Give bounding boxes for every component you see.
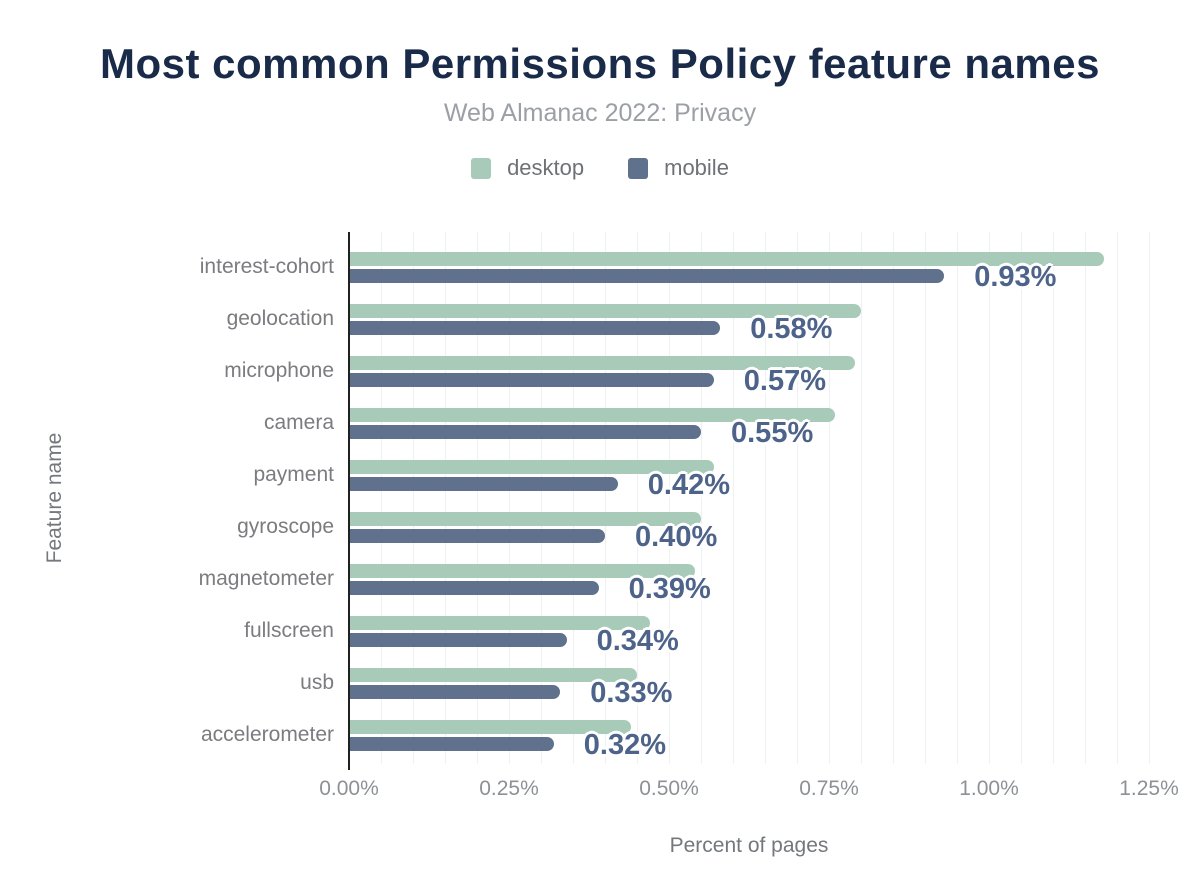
bar-desktop-geolocation[interactable] [349,304,861,318]
category-label: camera [263,411,334,434]
value-label: 0.40% [635,521,718,553]
category-label: interest-cohort [199,255,334,278]
gridline [509,232,510,764]
bar-row: 0.58% [349,293,1149,345]
gridline [733,232,734,764]
bar-desktop-payment[interactable] [349,460,714,474]
gridline [765,232,766,764]
x-axis-title: Percent of pages [669,834,829,857]
gridline [957,232,958,764]
bar-mobile-gyroscope[interactable] [349,529,605,543]
gridline [637,232,638,764]
bar-mobile-accelerometer[interactable] [349,737,554,751]
bar-desktop-camera[interactable] [349,408,836,422]
bar-mobile-payment[interactable] [349,477,618,491]
bar-mobile-microphone[interactable] [349,373,714,387]
gridline [829,232,830,764]
gridline [669,232,670,764]
legend-item-mobile: mobile [628,155,729,181]
gridline [541,232,542,764]
bar-desktop-magnetometer[interactable] [349,564,695,578]
bar-desktop-interest-cohort[interactable] [349,252,1105,266]
legend-label-mobile: mobile [664,155,729,180]
gridline [1021,232,1022,764]
value-label: 0.34% [596,625,679,657]
chart-title: Most common Permissions Policy feature n… [100,40,1100,87]
gridline [573,232,574,764]
gridline [1053,232,1054,764]
gridline [797,232,798,764]
x-tick-label: 0.50% [639,777,699,800]
gridline [1085,232,1086,764]
plot-area: 0.93% 0.58% 0.57% 0.55% 0.42% 0.40% 0.39% 0.34%… [349,232,1150,764]
gridline [701,232,702,764]
bar-mobile-camera[interactable] [349,425,701,439]
bar-row: 0.40% [349,501,1149,553]
bar-row: 0.33% [349,657,1149,709]
value-label: 0.57% [743,365,827,397]
value-label: 0.33% [590,677,673,709]
category-label: fullscreen [244,619,334,642]
category-label: microphone [224,359,334,382]
bar-row: 0.57% [349,345,1149,397]
chart-subtitle: Web Almanac 2022: Privacy [443,99,757,127]
gridline [1149,232,1150,764]
x-axis-ticks: 0.00% 0.25% 0.50% 0.75% 1.00% 1.25% [319,777,1179,803]
gridline [381,232,382,764]
x-tick-label: 1.00% [959,777,1019,800]
value-label: 0.42% [647,469,731,501]
category-label: magnetometer [198,567,334,590]
y-axis-line [348,232,350,770]
value-label: 0.55% [731,417,814,449]
bar-mobile-interest-cohort[interactable] [349,269,945,283]
legend-label-desktop: desktop [507,155,585,180]
bar-desktop-gyroscope[interactable] [349,512,701,526]
gridline [1117,232,1118,764]
category-label: payment [253,463,334,486]
bar-row: 0.34% [349,605,1149,657]
bar-desktop-accelerometer[interactable] [349,720,631,734]
gridline [861,232,862,764]
value-label: 0.32% [583,729,667,761]
mobile-swatch-icon [628,157,649,179]
bar-row: 0.55% [349,397,1149,449]
x-tick-label: 0.25% [479,777,539,800]
bar-mobile-fullscreen[interactable] [349,633,567,647]
bar-desktop-microphone[interactable] [349,356,855,370]
gridline [605,232,606,764]
value-label: 0.58% [750,313,833,345]
legend-item-desktop: desktop [471,155,584,181]
category-label: accelerometer [200,723,334,746]
gridline [989,232,990,764]
category-axis: interest-cohort geolocation microphone came… [0,232,334,764]
legend: desktop mobile [0,155,1200,181]
bar-row: 0.93% [349,241,1149,293]
bar-desktop-usb[interactable] [349,668,637,682]
gridline [445,232,446,764]
value-label: 0.93% [974,261,1057,293]
x-tick-label: 1.25% [1119,777,1179,800]
bar-mobile-magnetometer[interactable] [349,581,599,595]
bar-desktop-fullscreen[interactable] [349,616,650,630]
bar-row: 0.32% [349,709,1149,761]
bar-row: 0.39% [349,553,1149,605]
gridline [893,232,894,764]
value-label: 0.39% [628,573,711,605]
bar-mobile-geolocation[interactable] [349,321,721,335]
gridline [413,232,414,764]
gridline [925,232,926,764]
x-tick-label: 0.75% [799,777,859,800]
category-label: gyroscope [237,515,334,538]
gridline [477,232,478,764]
x-tick-label: 0.00% [319,777,379,800]
category-label: usb [300,671,334,694]
category-label: geolocation [226,307,334,330]
desktop-swatch-icon [471,157,492,179]
bar-mobile-usb[interactable] [349,685,561,699]
bar-row: 0.42% [349,449,1149,501]
